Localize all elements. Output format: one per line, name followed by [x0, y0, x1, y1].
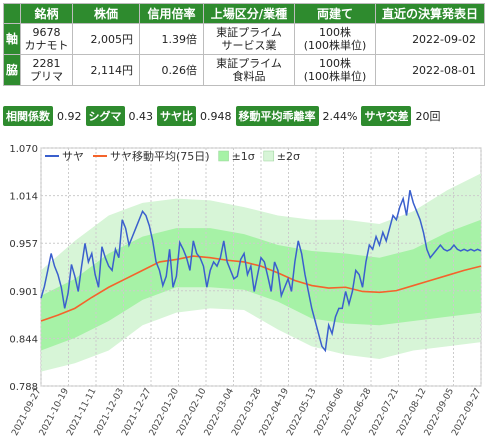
sector: サービス業: [221, 39, 277, 52]
stock-name: カナモト: [24, 39, 69, 52]
legend-1sigma-swatch: [218, 150, 229, 162]
y-tick-label: 0.788: [9, 382, 38, 393]
lot-cell: 100株 (100株単位): [294, 23, 376, 55]
y-tick-label: 0.901: [9, 287, 38, 298]
header-price: 株価: [72, 3, 140, 24]
lot: 100株: [319, 26, 351, 39]
lot-cell: 100株 (100株単位): [294, 54, 376, 86]
chart-legend: サヤ サヤ移動平均(75日) ±1σ ±2σ: [45, 149, 300, 163]
lot: 100株: [319, 57, 351, 70]
row-role: 脇: [3, 54, 21, 86]
spread-chart: 1.070 1.014 0.957 0.901 0.844 0.788 2021-09-2…: [9, 144, 483, 438]
table-header-row: 銘柄 株価 信用倍率 上場区分/業種 両建て 直近の決算発表日: [3, 3, 485, 24]
price-cell: 2,005円: [72, 23, 140, 55]
header-market-sector: 上場区分/業種: [203, 3, 295, 24]
y-tick-label: 1.070: [9, 144, 38, 155]
moving-average-line: [40, 255, 482, 322]
market-sector-cell: 東証プライム サービス業: [203, 23, 295, 55]
stat-value-sigma: 0.43: [128, 109, 154, 123]
x-tick-label: 2022-09-27: [450, 387, 483, 438]
stock-code: 2281: [32, 57, 61, 70]
lot-unit: (100株単位): [303, 70, 367, 83]
legend-2sigma-swatch: [263, 150, 275, 162]
row-role: 軸: [3, 23, 21, 55]
header-stock: 銘柄: [20, 3, 73, 24]
spread-line: [40, 190, 482, 353]
stat-label-ma-deviation: 移動平均乖離率: [235, 106, 319, 126]
stock-cell[interactable]: 9678 カナモト: [20, 23, 73, 55]
legend-2sigma-label: ±2σ: [277, 150, 300, 163]
stat-value-ma-deviation: 2.44%: [322, 109, 358, 123]
stat-value-spread-ratio: 0.948: [200, 109, 232, 123]
stat-label-spread-ratio: サヤ比: [157, 106, 196, 126]
stat-value-correlation: 0.92: [57, 109, 82, 123]
header-earnings-date: 直近の決算発表日: [375, 3, 485, 24]
pair-table: 銘柄 株価 信用倍率 上場区分/業種 両建て 直近の決算発表日 軸 9678 カ…: [3, 3, 485, 86]
lot-unit: (100株単位): [303, 39, 367, 52]
stats-bar: 相関係数 0.92 シグマ 0.43 サヤ比 0.948 移動平均乖離率 2.4…: [3, 106, 484, 126]
grid-lines: [40, 147, 482, 387]
market: 東証プライム: [216, 57, 282, 70]
y-tick-label: 1.014: [9, 192, 38, 203]
legend-1sigma-label: ±1σ: [232, 150, 255, 163]
table-row-side: 脇 2281 プリマ 2,114円 0.26倍 東証プライム 食料品 100株 …: [3, 54, 485, 86]
y-axis-ticks: 1.070 1.014 0.957 0.901 0.844 0.788: [9, 144, 38, 393]
legend-spread-label: サヤ: [62, 150, 84, 163]
stock-cell[interactable]: 2281 プリマ: [20, 54, 73, 86]
stat-value-crossings: 20回: [415, 110, 441, 123]
x-axis-ticks: 2021-09-272021-10-192021-11-112021-12-03…: [10, 386, 483, 437]
stat-label-crossings: サヤ交差: [361, 106, 412, 126]
earnings-date-cell: 2022-08-01: [375, 54, 485, 86]
price-cell: 2,114円: [72, 54, 140, 86]
earnings-date-cell: 2022-09-02: [375, 23, 485, 55]
margin-ratio-cell: 0.26倍: [139, 54, 204, 86]
series-lines: [40, 190, 482, 353]
stock-code: 9678: [32, 26, 61, 39]
stock-name: プリマ: [30, 70, 63, 83]
stat-label-correlation: 相関係数: [3, 106, 53, 126]
header-lot: 両建て: [294, 3, 376, 24]
y-tick-label: 0.844: [9, 334, 38, 345]
table-row-axis: 軸 9678 カナモト 2,005円 1.39倍 東証プライム サービス業 10…: [3, 23, 485, 55]
legend-moving-average-label: サヤ移動平均(75日): [110, 149, 210, 163]
stat-label-sigma: シグマ: [85, 106, 125, 126]
market: 東証プライム: [216, 26, 282, 39]
market-sector-cell: 東証プライム 食料品: [203, 54, 295, 86]
header-role: [3, 3, 21, 24]
header-margin-ratio: 信用倍率: [139, 3, 204, 24]
margin-ratio-cell: 1.39倍: [139, 23, 204, 55]
y-tick-label: 0.957: [9, 239, 38, 250]
sector: 食料品: [232, 70, 266, 83]
